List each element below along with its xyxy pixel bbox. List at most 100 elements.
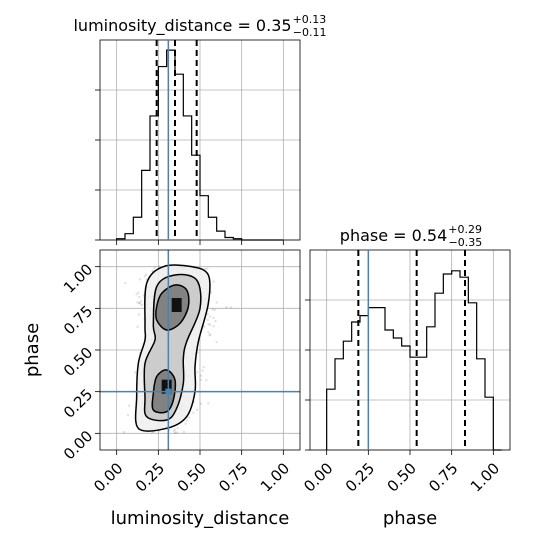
x-tick-label: 0.00 bbox=[90, 459, 126, 495]
scatter-point bbox=[172, 430, 176, 433]
scatter-point bbox=[209, 333, 212, 336]
scatter-point bbox=[213, 308, 217, 311]
scatter-point bbox=[176, 427, 179, 430]
y-tick-label: 0.75 bbox=[60, 302, 96, 338]
histogram-step-line bbox=[116, 49, 284, 241]
histogram-luminosity-distance: luminosity_distance = 0.35+0.13 −0.11 bbox=[73, 13, 327, 245]
density-peak bbox=[171, 298, 182, 312]
scatter-point bbox=[122, 431, 126, 434]
density-peak bbox=[161, 379, 172, 394]
scatter-point bbox=[182, 430, 185, 434]
scatter-point bbox=[215, 301, 218, 304]
scatter-point bbox=[208, 315, 212, 318]
histogram-step-line bbox=[326, 270, 502, 451]
y-tick-label: 1.00 bbox=[60, 260, 96, 296]
contour-line-middle bbox=[143, 273, 202, 422]
scatter-point bbox=[204, 267, 207, 270]
scatter-point bbox=[201, 369, 204, 372]
title-plus: +0.29 bbox=[448, 223, 482, 236]
scatter-point bbox=[153, 266, 157, 269]
phase-title: phase = 0.54+0.29 −0.35 bbox=[340, 223, 482, 249]
x-axis-label-phase: phase bbox=[383, 508, 437, 529]
x-tick-label: 0.50 bbox=[384, 459, 420, 495]
x-axis-label-luminosity-distance: luminosity_distance bbox=[111, 508, 290, 529]
title-prefix: phase = 0.54 bbox=[340, 226, 447, 245]
scatter-point bbox=[137, 302, 141, 305]
scatter-point bbox=[225, 305, 228, 309]
contour-line-outer bbox=[134, 264, 211, 432]
scatter-point bbox=[143, 275, 147, 278]
x-tick-label: 0.75 bbox=[215, 459, 251, 495]
scatter-point bbox=[208, 323, 212, 327]
title-minus: −0.11 bbox=[293, 26, 327, 39]
histogram-phase: phase = 0.54+0.29 −0.35 0.00 0.25 0.50 0.75 1… bbox=[300, 223, 511, 496]
scatter-point bbox=[199, 402, 203, 405]
title-prefix: luminosity_distance = 0.35 bbox=[73, 16, 291, 36]
scatter-point bbox=[139, 300, 142, 303]
scatter-point bbox=[212, 325, 215, 328]
scatter-point bbox=[199, 374, 203, 377]
scatter-point bbox=[205, 379, 208, 382]
scatter-point bbox=[126, 413, 130, 417]
luminosity-distance-title: luminosity_distance = 0.35+0.13 −0.11 bbox=[73, 13, 326, 39]
scatter-point bbox=[137, 313, 141, 316]
scatter-point bbox=[187, 416, 191, 419]
grid bbox=[100, 40, 300, 241]
scatter-point bbox=[211, 308, 214, 311]
scatter-point bbox=[214, 319, 217, 323]
scatter-point bbox=[175, 431, 179, 434]
scatter-point bbox=[206, 318, 209, 322]
scatter-point bbox=[139, 302, 142, 305]
scatter-point bbox=[185, 419, 189, 422]
x-tick-label: 0.00 bbox=[300, 459, 336, 495]
scatter-point bbox=[133, 371, 137, 374]
scatter-point bbox=[184, 422, 187, 425]
title-minus: −0.35 bbox=[448, 236, 482, 249]
scatter-point bbox=[158, 265, 161, 268]
scatter-point bbox=[215, 340, 218, 344]
scatter-point bbox=[124, 281, 127, 285]
scatter-point bbox=[202, 365, 205, 369]
contour-line-inner-upper bbox=[154, 284, 190, 331]
scatter-point bbox=[137, 291, 140, 294]
y-tick-label: 0.50 bbox=[60, 344, 96, 380]
truth-marker bbox=[165, 388, 172, 395]
scatter-point bbox=[173, 428, 176, 431]
x-tick-label: 1.00 bbox=[257, 459, 293, 495]
y-tick-label: 0.25 bbox=[60, 385, 96, 421]
scatter-point bbox=[199, 378, 202, 381]
scatter-point bbox=[229, 306, 233, 309]
x-tick-label: 0.75 bbox=[425, 459, 461, 495]
x-tick-label: 0.25 bbox=[132, 459, 168, 495]
scatter-point bbox=[212, 280, 215, 283]
scatter-point bbox=[136, 325, 139, 329]
y-tick-label: 0.00 bbox=[60, 427, 96, 463]
scatter-point bbox=[142, 294, 145, 297]
scatter-point bbox=[145, 273, 148, 276]
x-tick-label: 1.00 bbox=[467, 459, 503, 495]
scatter-point bbox=[136, 301, 139, 304]
joint-density-panel: 0.00 0.25 0.50 0.75 1.000.000.250.500.751.00 bbox=[60, 249, 301, 496]
x-tick-label: 0.50 bbox=[174, 459, 210, 495]
x-tick-label: 0.25 bbox=[342, 459, 378, 495]
scatter-point bbox=[212, 316, 215, 320]
joint-plot-area bbox=[100, 250, 300, 450]
scatter-point bbox=[195, 408, 199, 412]
scatter-point bbox=[207, 402, 210, 405]
scatter-point bbox=[128, 404, 131, 407]
y-axis-label-phase: phase bbox=[22, 323, 43, 377]
scatter-point bbox=[135, 292, 138, 296]
scatter-point bbox=[196, 371, 199, 374]
scatter-point bbox=[208, 334, 211, 337]
scatter-point bbox=[138, 278, 142, 281]
scatter-point bbox=[207, 331, 210, 334]
scatter-point bbox=[151, 270, 154, 273]
scatter-point bbox=[138, 295, 141, 299]
scatter-point bbox=[203, 325, 206, 328]
title-plus: +0.13 bbox=[293, 13, 327, 26]
scatter-point bbox=[209, 291, 213, 294]
scatter-point bbox=[206, 267, 209, 270]
scatter-point bbox=[192, 411, 195, 415]
scatter-point bbox=[173, 431, 177, 435]
